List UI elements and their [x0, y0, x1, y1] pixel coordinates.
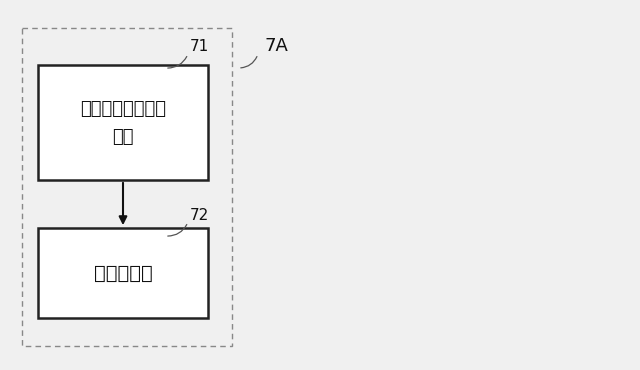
Text: 7A: 7A: [265, 37, 289, 55]
Bar: [38, 65, 208, 180]
Text: 72: 72: [190, 208, 209, 222]
Bar: [22, 28, 232, 346]
Text: 素子: 素子: [112, 128, 134, 145]
Text: 71: 71: [190, 38, 209, 54]
Text: 信号処理部: 信号処理部: [93, 263, 152, 283]
Bar: [38, 228, 208, 318]
Text: ポ゚リマーセンサ: ポ゚リマーセンサ: [80, 100, 166, 118]
